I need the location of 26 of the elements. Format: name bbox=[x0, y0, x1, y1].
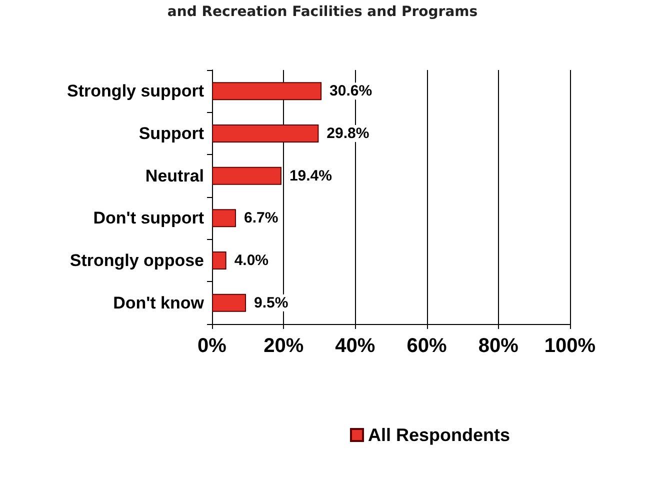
x-tick-label: 0% bbox=[198, 335, 227, 357]
y-tick-label: Support bbox=[138, 124, 204, 143]
bar bbox=[212, 209, 236, 228]
bar bbox=[212, 294, 246, 312]
x-tick-label: 80% bbox=[478, 335, 519, 357]
y-tick-label: Don't know bbox=[113, 293, 205, 312]
chart-title: and Recreation Facilities and Programs bbox=[167, 4, 478, 20]
y-tick-label: Strongly support bbox=[67, 82, 204, 101]
data-label: 4.0% bbox=[234, 252, 269, 269]
bar bbox=[212, 252, 226, 270]
legend-label: All Respondents bbox=[368, 425, 510, 445]
x-tick-label: 100% bbox=[544, 335, 596, 357]
y-tick-label: Strongly oppose bbox=[70, 251, 204, 270]
x-tick-label: 40% bbox=[335, 335, 376, 357]
y-tick-label: Don't support bbox=[93, 208, 204, 228]
bar bbox=[212, 166, 282, 185]
x-tick-label: 60% bbox=[406, 335, 448, 357]
bar bbox=[212, 82, 322, 100]
y-tick-label: Neutral bbox=[145, 166, 204, 186]
data-label: 6.7% bbox=[244, 210, 278, 227]
x-tick-label: 20% bbox=[264, 335, 304, 357]
data-label: 29.8% bbox=[326, 125, 370, 142]
data-label: 30.6% bbox=[330, 82, 372, 100]
bar bbox=[212, 124, 319, 142]
data-label: 9.5% bbox=[254, 294, 288, 312]
data-label: 19.4% bbox=[289, 167, 332, 184]
